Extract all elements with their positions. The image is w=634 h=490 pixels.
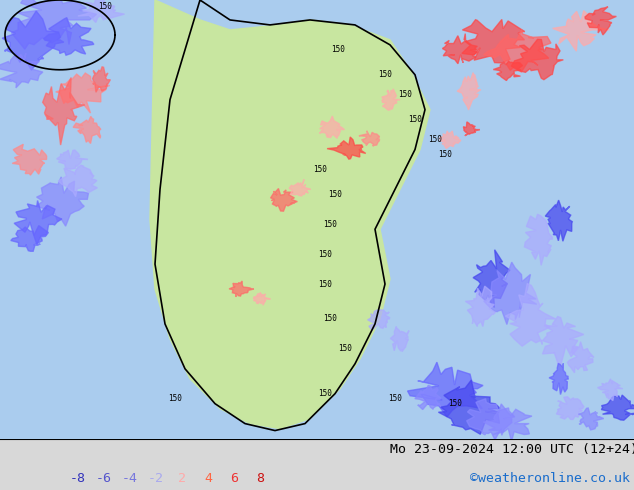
Polygon shape	[602, 395, 634, 420]
Polygon shape	[11, 225, 48, 251]
Polygon shape	[512, 39, 564, 80]
Polygon shape	[42, 77, 85, 145]
Polygon shape	[391, 327, 409, 351]
Text: 150: 150	[378, 70, 392, 79]
Text: 150: 150	[323, 220, 337, 229]
Polygon shape	[382, 89, 400, 110]
Polygon shape	[553, 11, 609, 51]
Text: ©weatheronline.co.uk: ©weatheronline.co.uk	[470, 472, 630, 485]
Text: 150: 150	[331, 46, 345, 54]
Text: 150: 150	[438, 150, 452, 159]
Text: 150: 150	[408, 115, 422, 124]
Polygon shape	[359, 131, 380, 147]
Polygon shape	[440, 131, 461, 148]
Polygon shape	[150, 0, 430, 429]
Polygon shape	[484, 262, 537, 324]
Text: 150: 150	[338, 344, 352, 353]
Text: -6: -6	[96, 472, 112, 485]
Polygon shape	[36, 177, 89, 226]
Polygon shape	[12, 144, 47, 175]
Polygon shape	[462, 20, 525, 63]
Polygon shape	[93, 67, 110, 92]
Polygon shape	[467, 399, 515, 440]
Polygon shape	[320, 116, 344, 138]
Polygon shape	[368, 310, 390, 330]
Polygon shape	[543, 317, 584, 365]
Polygon shape	[289, 179, 311, 196]
Text: -2: -2	[148, 472, 164, 485]
Text: 150: 150	[328, 190, 342, 199]
Polygon shape	[408, 362, 483, 417]
Polygon shape	[254, 293, 271, 305]
Polygon shape	[56, 150, 88, 169]
Text: 2: 2	[178, 472, 186, 485]
Polygon shape	[465, 286, 495, 326]
Polygon shape	[484, 29, 551, 72]
Polygon shape	[457, 73, 481, 110]
Polygon shape	[545, 200, 573, 241]
Polygon shape	[271, 189, 297, 211]
Polygon shape	[73, 117, 101, 144]
Text: -4: -4	[122, 472, 138, 485]
Polygon shape	[415, 385, 441, 410]
Text: 150: 150	[323, 315, 337, 323]
Polygon shape	[473, 250, 510, 308]
Polygon shape	[598, 379, 623, 401]
Polygon shape	[229, 281, 254, 297]
Polygon shape	[56, 73, 110, 113]
Polygon shape	[505, 284, 555, 346]
Polygon shape	[524, 214, 552, 266]
Text: Mo 23-09-2024 12:00 UTC (12+24): Mo 23-09-2024 12:00 UTC (12+24)	[390, 443, 634, 456]
Polygon shape	[327, 137, 366, 159]
Text: -8: -8	[70, 472, 86, 485]
Polygon shape	[14, 200, 62, 245]
Polygon shape	[0, 53, 43, 88]
Text: 150: 150	[398, 90, 412, 99]
Text: 4: 4	[204, 472, 212, 485]
Polygon shape	[439, 380, 500, 434]
Polygon shape	[11, 0, 96, 49]
Text: 150: 150	[318, 250, 332, 259]
Polygon shape	[44, 18, 94, 55]
Text: 150: 150	[318, 389, 332, 398]
Polygon shape	[557, 397, 584, 419]
Polygon shape	[585, 7, 616, 35]
Polygon shape	[2, 11, 64, 70]
Polygon shape	[463, 122, 480, 136]
Text: 6: 6	[230, 472, 238, 485]
Text: 150: 150	[388, 394, 402, 403]
Text: 8: 8	[256, 472, 264, 485]
Text: 150: 150	[428, 135, 442, 144]
Polygon shape	[493, 61, 522, 80]
Text: 150: 150	[168, 394, 182, 403]
Text: 150: 150	[313, 165, 327, 174]
Text: 150: 150	[448, 399, 462, 408]
Polygon shape	[549, 364, 569, 394]
Polygon shape	[578, 408, 604, 430]
Text: 150: 150	[98, 2, 112, 11]
Text: 150: 150	[318, 280, 332, 289]
Polygon shape	[567, 342, 594, 373]
Polygon shape	[443, 34, 477, 64]
Polygon shape	[484, 404, 532, 441]
Polygon shape	[78, 0, 124, 23]
Polygon shape	[58, 165, 98, 196]
